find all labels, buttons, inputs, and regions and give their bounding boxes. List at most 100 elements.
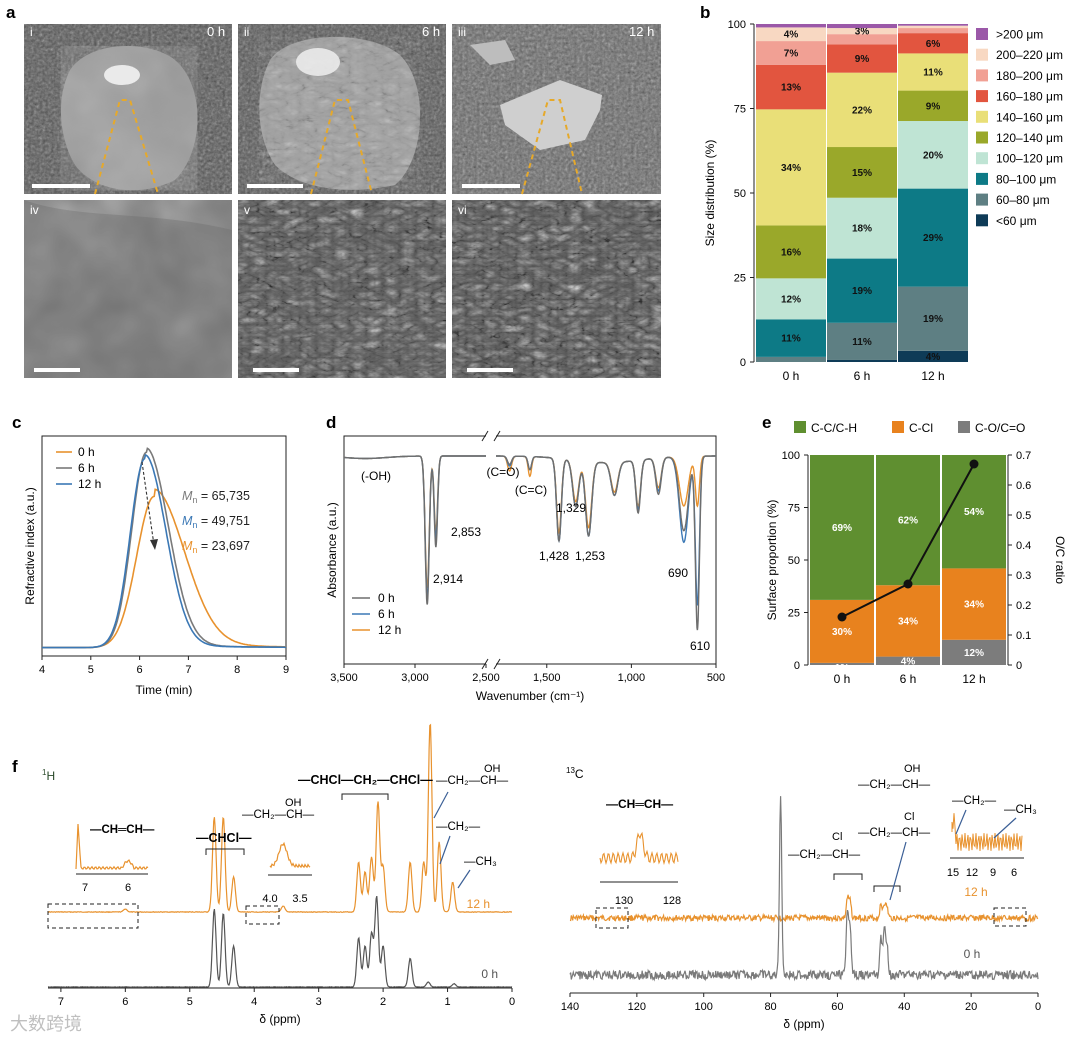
- ftir-trace-12h: [344, 455, 716, 589]
- oc-ratio-point: [969, 459, 979, 469]
- group-label: (C=O): [487, 465, 520, 479]
- legend-label: 100–120 μm: [996, 152, 1063, 166]
- legend-swatch: [794, 421, 806, 433]
- panel-label-f: f: [12, 757, 18, 776]
- y-tick-label: 25: [788, 608, 800, 620]
- peak-label: 1,329: [556, 501, 586, 515]
- bar-segment: [756, 278, 826, 320]
- x-tick-label: 3: [316, 996, 322, 1008]
- inset-tick-label: 128: [663, 895, 681, 907]
- y2-tick-label: 0.2: [1016, 600, 1031, 612]
- bar-value-label: 11%: [923, 67, 943, 78]
- bar-value-label: 19%: [852, 286, 872, 297]
- y-tick-label: 75: [734, 104, 746, 116]
- sem-image-0h-zoom: [24, 200, 232, 378]
- legend-swatch: [976, 214, 988, 227]
- x-tick-label: 5: [187, 996, 193, 1008]
- x-tick-label: 60: [831, 1001, 843, 1013]
- y-axis-label: Size distribution (%): [703, 140, 717, 247]
- x-tick-label: 12 h: [962, 672, 985, 686]
- x-axis-label: Time (min): [136, 683, 193, 697]
- assign-arrow: [955, 809, 967, 835]
- legend-label: 140–160 μm: [996, 110, 1063, 124]
- nucleus-label: 1H: [42, 768, 55, 783]
- nmr-trace-0h: [47, 895, 513, 988]
- bar-value-label: 12%: [964, 648, 984, 659]
- y2-tick-label: 0.1: [1016, 630, 1031, 642]
- x-tick-label: 20: [965, 1001, 977, 1013]
- bar-segment: [756, 109, 826, 226]
- x-tick-label: 3,000: [401, 672, 429, 684]
- x-tick-label: 7: [58, 996, 64, 1008]
- peak-label: 2,914: [433, 572, 463, 586]
- bar-value-label: 34%: [781, 163, 801, 174]
- panel-label-e: e: [762, 413, 771, 432]
- x-tick-label: 2: [380, 996, 386, 1008]
- y2-tick-label: 0.6: [1016, 480, 1031, 492]
- structure-ch3: —CH₃: [1004, 804, 1037, 816]
- y-tick-label: 50: [734, 188, 746, 200]
- x-tick-label: 100: [695, 1001, 713, 1013]
- y-tick-label: 25: [734, 273, 746, 285]
- bar-segment: [942, 568, 1006, 640]
- structure-ch2: —CH₂—: [952, 795, 997, 807]
- bar-segment: [756, 225, 826, 279]
- structure-ch2: —CH₂—: [436, 821, 481, 833]
- legend-swatch: [976, 48, 988, 61]
- bar-value-label: 7%: [784, 49, 799, 60]
- x-tick-label: 6: [137, 664, 143, 676]
- y2-tick-label: 0.4: [1016, 540, 1031, 552]
- bar-segment: [827, 72, 897, 148]
- x-axis-label: Wavenumber (cm⁻¹): [476, 689, 585, 703]
- h-nmr-chart: 7 6 5 4 3 2 1 0 δ (ppm) 1H 12 h 0 h 7 6 —CH═CH— 4.0 3.5 —…: [42, 723, 515, 1026]
- assign-bracket: [833, 873, 863, 880]
- legend-label: C-Cl: [909, 421, 933, 435]
- structure-choh: —CH₂—CH—: [242, 809, 315, 821]
- trace-label-0h: 0 h: [481, 967, 498, 981]
- bar-segment: [898, 350, 968, 362]
- structure-cl2: Cl: [904, 811, 914, 823]
- zoom-box: [993, 907, 1027, 927]
- sem-time-6h: 6 h: [422, 24, 440, 39]
- legend-label: C-O/C=O: [975, 421, 1025, 435]
- inset-tick-label: 12: [966, 867, 978, 879]
- bar-segment: [827, 359, 897, 362]
- bar-segment: [898, 188, 968, 287]
- y-tick-label: 0: [794, 660, 800, 672]
- zoom-box: [47, 903, 139, 929]
- mn-annotation: Mn = 65,735: [182, 489, 250, 505]
- bar-value-label: 34%: [964, 600, 984, 611]
- peak-label: 1,428: [539, 549, 569, 563]
- sem-image-12h-zoom: [452, 200, 661, 378]
- surface-proportion-chart: 0 25 50 75 100 0 0.1 0.2 0.3 0.4 0.5 0.6 0.7 Surface …: [765, 421, 1067, 686]
- structure-vinyl: —CH═CH—: [90, 824, 155, 836]
- assign-arrow: [439, 835, 451, 865]
- sem-image-6h: [238, 24, 446, 194]
- assign-arrow: [457, 869, 471, 889]
- legend-swatch: [892, 421, 904, 433]
- panel-label-a: a: [6, 3, 16, 22]
- bar-segment: [756, 27, 826, 42]
- x-tick-label: 0 h: [783, 369, 800, 383]
- panel-label-d: d: [326, 413, 336, 432]
- sem-time-0h: 0 h: [207, 24, 225, 39]
- legend-label: 200–220 μm: [996, 48, 1063, 62]
- bar-segment: [942, 455, 1006, 569]
- break-gap: [486, 431, 496, 441]
- inset-tick-label: 6: [1011, 867, 1017, 879]
- shift-arrowhead: [150, 539, 158, 550]
- bar-segment: [876, 656, 940, 665]
- mn-annotation: Mn = 49,751: [182, 514, 250, 530]
- bar-value-label: 62%: [898, 516, 918, 527]
- group-label: (-OH): [361, 469, 391, 483]
- bar-value-label: 1%: [835, 663, 850, 674]
- sem-tag-vi: vi: [458, 203, 467, 217]
- bar-value-label: 3%: [855, 27, 870, 38]
- x-tick-label: 0: [1035, 1001, 1041, 1013]
- plot-frame: [343, 435, 717, 665]
- bar-segment: [876, 455, 940, 586]
- legend-label: 0 h: [378, 591, 395, 605]
- x-tick-label: 4: [39, 664, 45, 676]
- y-tick-label: 75: [788, 503, 800, 515]
- bar-segment: [827, 24, 897, 29]
